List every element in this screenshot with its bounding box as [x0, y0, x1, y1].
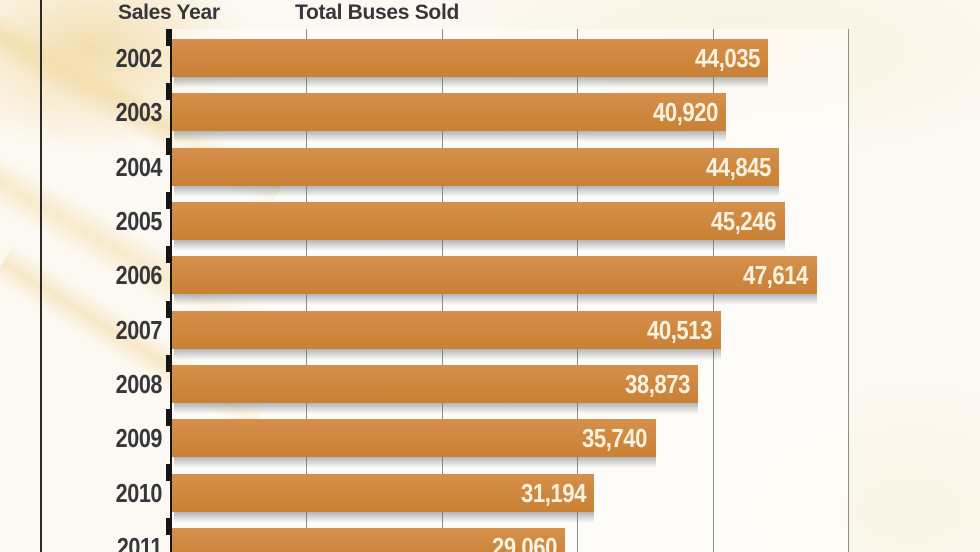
category-axis-line: [170, 29, 172, 552]
bar-value-label-2009: 35,740: [582, 423, 648, 454]
bar-2004: 44,845: [172, 147, 780, 197]
bar-value-label-2011: 29,060: [491, 532, 557, 552]
bar-value-label-2006: 47,614: [743, 260, 809, 291]
column-header-total-buses-sold: Total Buses Sold: [295, 1, 459, 24]
bar-value-label-2008: 38,873: [624, 369, 690, 400]
axis-tick: [166, 355, 172, 373]
axis-tick: [166, 83, 172, 101]
category-label-2011: 2011: [116, 532, 163, 552]
category-label-2005: 2005: [115, 206, 163, 237]
category-label-2008: 2008: [115, 369, 163, 400]
bar-value-label-2010: 31,194: [520, 477, 586, 508]
category-label-2007: 2007: [115, 314, 163, 345]
bar-2011: 29,060: [172, 528, 566, 552]
axis-tick: [166, 246, 172, 264]
category-label-2009: 2009: [115, 423, 163, 454]
bar-value-label-2003: 40,920: [652, 97, 718, 128]
page-left-border-line: [40, 0, 42, 552]
bar-2010: 31,194: [172, 473, 595, 523]
column-header-sales-year: Sales Year: [118, 1, 220, 24]
bar-value-label-2005: 45,246: [711, 206, 777, 237]
axis-tick: [166, 518, 172, 536]
category-label-2010: 2010: [115, 477, 163, 508]
category-label-2002: 2002: [115, 43, 163, 73]
category-label-2003: 2003: [115, 97, 163, 128]
bar-2003: 40,920: [172, 93, 727, 143]
bar-value-label-2007: 40,513: [646, 314, 713, 345]
axis-tick: [166, 463, 172, 481]
bar-value-label-2002: 44,035: [694, 43, 760, 73]
bar-2002: 44,035: [172, 39, 769, 88]
axis-tick: [166, 409, 172, 427]
bar-2008: 38,873: [172, 365, 699, 415]
axis-tick: [166, 300, 172, 318]
axis-tick: [166, 137, 172, 155]
axis-tick: [166, 192, 172, 210]
bar-2007: 40,513: [172, 310, 721, 360]
bar-value-label-2004: 44,845: [705, 151, 771, 182]
gridline-50000: [848, 29, 849, 552]
axis-tick: [166, 29, 172, 46]
category-label-2006: 2006: [115, 260, 163, 291]
category-label-2004: 2004: [115, 151, 163, 182]
bar-2006: 47,614: [172, 256, 817, 306]
bar-2005: 45,246: [172, 202, 785, 252]
bar-2009: 35,740: [172, 419, 656, 469]
